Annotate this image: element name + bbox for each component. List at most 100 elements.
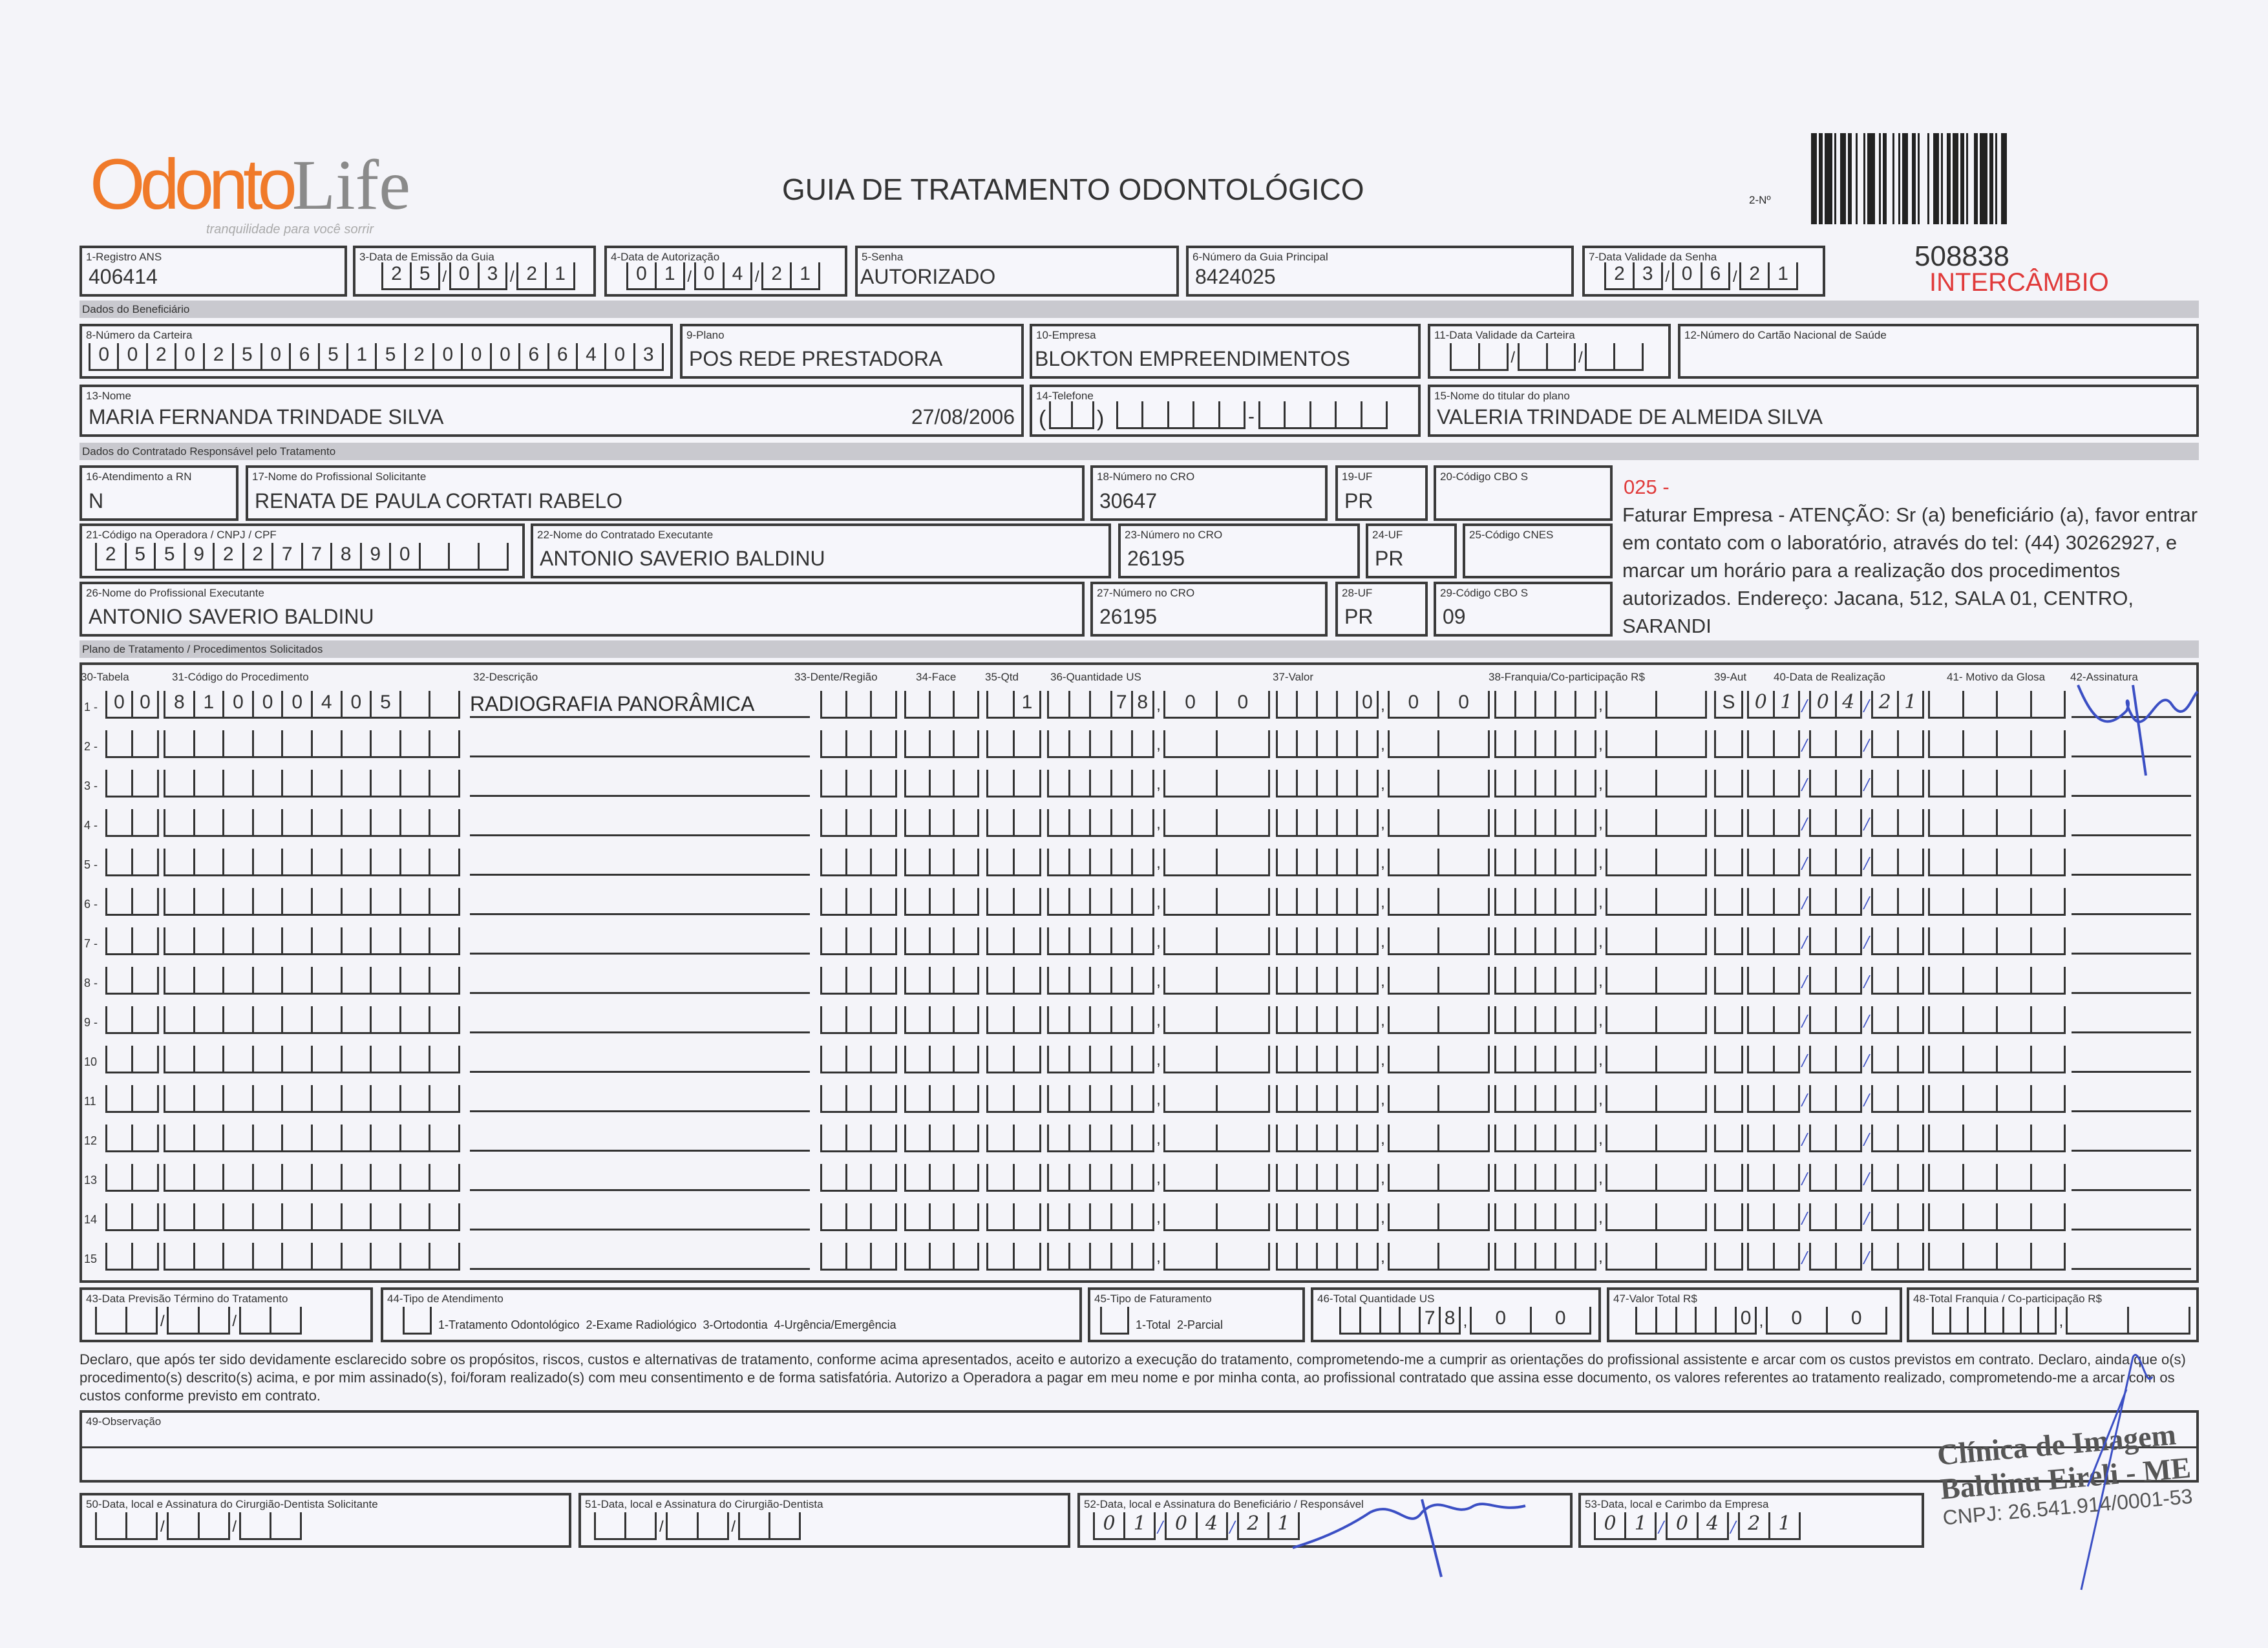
cell-descricao[interactable] — [470, 1166, 810, 1191]
cell-motivo[interactable] — [1928, 730, 2066, 758]
cell-dente[interactable] — [820, 770, 897, 798]
field-assinatura-solicitante[interactable]: 50-Data, local e Assinatura do Cirurgião… — [79, 1493, 571, 1548]
cell-assinatura[interactable] — [2072, 1245, 2191, 1270]
cell-qtd[interactable] — [986, 927, 1041, 955]
cell-assinatura[interactable] — [2072, 811, 2191, 836]
cell-motivo[interactable] — [1928, 1243, 2066, 1271]
cell-qtd[interactable] — [986, 1164, 1041, 1192]
cell-assinatura[interactable] — [2072, 1087, 2191, 1112]
cell-descricao[interactable] — [470, 850, 810, 876]
cell-aut[interactable] — [1714, 1046, 1743, 1073]
cell-qtd[interactable] — [986, 849, 1041, 876]
cell-codigo[interactable] — [164, 770, 460, 798]
cell-franquia[interactable]: , — [1494, 1203, 1707, 1231]
cell-face[interactable] — [904, 927, 979, 955]
cell-codigo[interactable] — [164, 967, 460, 995]
cell-qtd-us[interactable]: , — [1047, 809, 1270, 837]
cell-descricao[interactable] — [470, 969, 810, 994]
cell-aut[interactable] — [1714, 809, 1743, 837]
cell-face[interactable] — [904, 1164, 979, 1192]
field-validade-senha[interactable]: 7-Data Validade da Senha 2 3/0 6/2 1 — [1582, 246, 1825, 297]
field-titular-plano[interactable]: 15-Nome do titular do plano VALERIA TRIND… — [1428, 385, 2199, 437]
cell-motivo[interactable] — [1928, 770, 2066, 798]
cell-codigo[interactable] — [164, 1046, 460, 1073]
cell-descricao[interactable] — [470, 811, 810, 836]
field-cnes[interactable]: 25-Código CNES — [1463, 523, 1613, 578]
field-valor-total[interactable]: 47-Valor Total R$ 0, 0 0 — [1607, 1287, 1902, 1342]
cell-franquia[interactable]: , — [1494, 1006, 1707, 1034]
cell-aut[interactable] — [1714, 1125, 1743, 1152]
cell-qtd-us[interactable]: , — [1047, 1085, 1270, 1113]
cell-descricao[interactable] — [470, 1205, 810, 1231]
cell-qtd[interactable] — [986, 1046, 1041, 1073]
cell-qtd[interactable]: 1 — [986, 691, 1041, 719]
cell-aut[interactable] — [1714, 1006, 1743, 1034]
field-registro-ans[interactable]: 1-Registro ANS 406414 — [79, 246, 347, 297]
field-cro-solicitante[interactable]: 18-Número no CRO 30647 — [1090, 465, 1328, 521]
cell-codigo[interactable] — [164, 888, 460, 916]
cell-codigo[interactable] — [164, 1243, 460, 1271]
cell-motivo[interactable] — [1928, 1125, 2066, 1152]
cell-tabela[interactable] — [105, 927, 159, 955]
cell-tabela[interactable] — [105, 1006, 159, 1034]
cell-tabela[interactable] — [105, 809, 159, 837]
cell-tabela[interactable] — [105, 1164, 159, 1192]
cell-valor[interactable]: , — [1276, 927, 1490, 955]
cell-data[interactable]: / / — [1747, 1046, 1924, 1073]
cell-assinatura[interactable] — [2072, 1205, 2191, 1231]
field-assinatura-beneficiario[interactable]: 52-Data, local e Assinatura do Beneficiá… — [1077, 1493, 1573, 1548]
cell-dente[interactable] — [820, 1164, 897, 1192]
cell-franquia[interactable]: , — [1494, 967, 1707, 995]
cell-data[interactable]: / / — [1747, 1085, 1924, 1113]
field-numero-carteira[interactable]: 8-Número da Carteira 0 0 2 0 2 5 0 6 5 1 5 2 0 0 0 6 6 4 0 3 — [79, 324, 673, 379]
cell-valor[interactable]: , — [1276, 1164, 1490, 1192]
cell-face[interactable] — [904, 770, 979, 798]
cell-assinatura[interactable] — [2072, 890, 2191, 915]
cell-dente[interactable] — [820, 691, 897, 719]
cell-qtd[interactable] — [986, 809, 1041, 837]
cell-qtd[interactable] — [986, 1203, 1041, 1231]
cell-qtd[interactable] — [986, 1243, 1041, 1271]
field-observacao[interactable]: 49-Observação — [79, 1410, 2199, 1483]
cell-motivo[interactable] — [1928, 849, 2066, 876]
cell-dente[interactable] — [820, 849, 897, 876]
field-plano[interactable]: 9-Plano POS REDE PRESTADORA — [680, 324, 1024, 379]
cell-dente[interactable] — [820, 888, 897, 916]
cell-aut[interactable] — [1714, 927, 1743, 955]
cell-aut[interactable] — [1714, 849, 1743, 876]
cell-tabela[interactable] — [105, 1243, 159, 1271]
cell-dente[interactable] — [820, 1125, 897, 1152]
cell-qtd-us[interactable]: , — [1047, 1125, 1270, 1152]
field-atendimento-rn[interactable]: 16-Atendimento a RN N — [79, 465, 238, 521]
cell-data[interactable]: / / — [1747, 849, 1924, 876]
field-cro-contratado[interactable]: 23-Número no CRO 26195 — [1118, 523, 1360, 578]
field-profissional-solicitante[interactable]: 17-Nome do Profissional Solicitante RENAT… — [246, 465, 1085, 521]
cell-descricao[interactable] — [470, 890, 810, 915]
field-profissional-executante[interactable]: 26-Nome do Profissional Executante ANTONI… — [79, 582, 1085, 637]
cell-franquia[interactable]: , — [1494, 809, 1707, 837]
field-data-autorizacao[interactable]: 4-Data de Autorização 0 1/0 4/2 1 — [604, 246, 847, 297]
cell-valor[interactable]: , — [1276, 730, 1490, 758]
cell-face[interactable] — [904, 1046, 979, 1073]
cell-valor[interactable]: , — [1276, 1046, 1490, 1073]
field-carimbo-empresa[interactable]: 53-Data, local e Carimbo da Empresa 0 1/0 4… — [1578, 1493, 1924, 1548]
cell-aut[interactable] — [1714, 770, 1743, 798]
cell-face[interactable] — [904, 691, 979, 719]
cell-tabela[interactable] — [105, 730, 159, 758]
cell-dente[interactable] — [820, 730, 897, 758]
cell-face[interactable] — [904, 1125, 979, 1152]
cell-assinatura[interactable] — [2072, 1008, 2191, 1033]
field-validade-carteira[interactable]: 11-Data Validade da Carteira / / — [1428, 324, 1671, 379]
cell-dente[interactable] — [820, 1203, 897, 1231]
cell-codigo[interactable] — [164, 1164, 460, 1192]
cell-franquia[interactable]: , — [1494, 888, 1707, 916]
cell-qtd-us[interactable]: , — [1047, 849, 1270, 876]
cell-qtd[interactable] — [986, 730, 1041, 758]
cell-valor[interactable]: , — [1276, 770, 1490, 798]
cell-assinatura[interactable] — [2072, 969, 2191, 994]
field-cartao-nacional-saude[interactable]: 12-Número do Cartão Nacional de Saúde — [1678, 324, 2199, 379]
cell-aut[interactable] — [1714, 1243, 1743, 1271]
field-cbo-executante[interactable]: 29-Código CBO S 09 — [1434, 582, 1613, 637]
